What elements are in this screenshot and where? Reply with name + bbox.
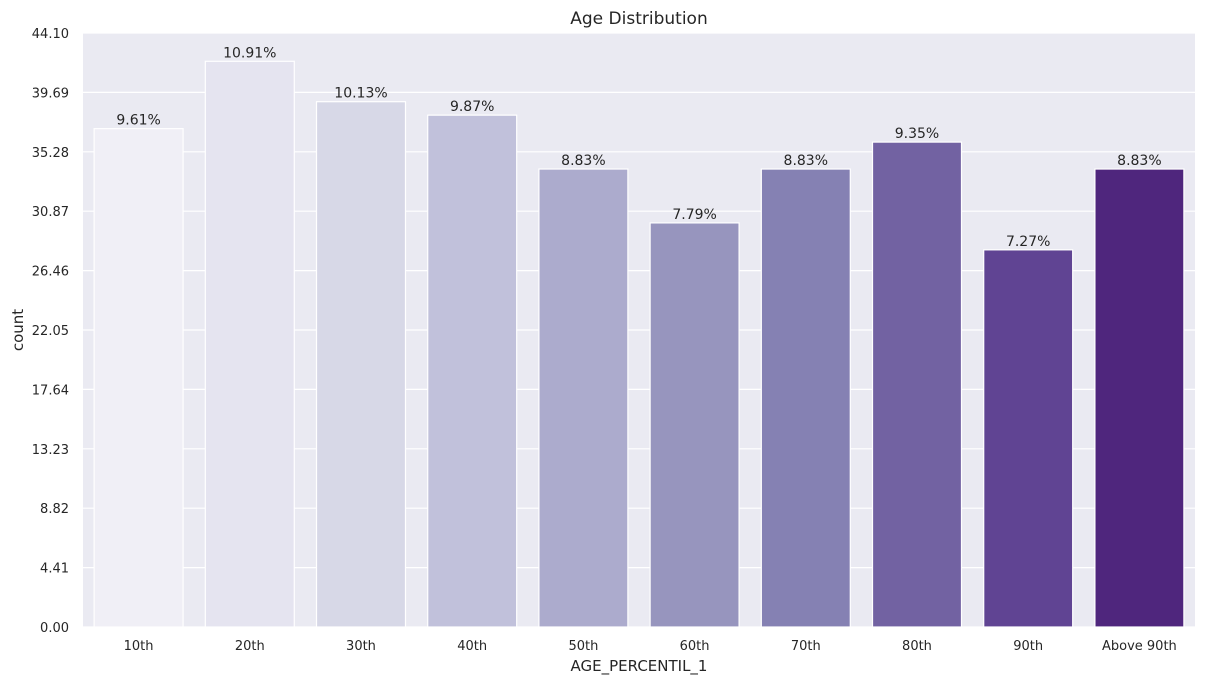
bar-data-label: 8.83%: [561, 153, 605, 169]
y-tick-label: 0.00: [40, 621, 69, 636]
x-tick-label: 70th: [791, 639, 821, 654]
y-tick-label: 44.10: [32, 27, 69, 42]
bar-80th: [871, 141, 963, 628]
bar-data-label: 7.79%: [672, 207, 716, 223]
x-tick-label: 80th: [902, 639, 932, 654]
bar-90th: [983, 249, 1074, 628]
y-tick-label: 22.05: [32, 324, 69, 339]
bar-20th: [204, 60, 295, 628]
data-labels: 9.61% 10.91% 10.13% 9.87% 8.83% 7.79% 8.83% 9.3…: [116, 45, 1161, 250]
y-tick-label: 17.64: [32, 383, 69, 398]
x-tick-label: 50th: [568, 639, 598, 654]
y-tick-label: 35.28: [32, 146, 69, 161]
bar-data-label: 9.61%: [116, 113, 160, 129]
y-tick-label: 13.23: [32, 443, 69, 458]
x-tick-label: 90th: [1013, 639, 1043, 654]
x-tick-label: 20th: [235, 639, 265, 654]
x-tick-label: Above 90th: [1102, 639, 1177, 654]
x-tick-label: 30th: [346, 639, 376, 654]
bar-data-label: 8.83%: [1117, 153, 1161, 169]
bar-data-label: 9.87%: [450, 99, 494, 115]
bar-10th: [93, 128, 184, 628]
y-tick-label: 30.87: [32, 205, 69, 220]
bar-30th: [315, 101, 407, 628]
x-tick-label: 40th: [457, 639, 487, 654]
y-tick-labels: 0.00 4.41 8.82 13.23 17.64 22.05 26.46 30.87 35.…: [32, 27, 69, 636]
bars: [93, 60, 1185, 628]
bar-data-label: 10.13%: [334, 86, 387, 102]
y-tick-label: 4.41: [40, 562, 69, 577]
x-tick-labels: 10th 20th 30th 40th 50th 60th 70th 80th 90th Abov…: [124, 639, 1177, 654]
y-axis-label: count: [9, 309, 27, 351]
x-tick-label: 10th: [124, 639, 154, 654]
bar-data-label: 9.35%: [895, 126, 939, 142]
bar-70th: [760, 168, 851, 628]
x-tick-label: 60th: [680, 639, 710, 654]
y-tick-label: 39.69: [32, 86, 69, 101]
x-axis-label: AGE_PERCENTIL_1: [571, 657, 708, 676]
y-tick-label: 26.46: [32, 265, 69, 280]
bar-data-label: 7.27%: [1006, 234, 1050, 250]
bar-above-90th: [1094, 168, 1185, 628]
y-tick-label: 8.82: [40, 502, 69, 517]
bar-data-label: 8.83%: [784, 153, 828, 169]
bar-60th: [649, 222, 740, 628]
bar-50th: [538, 168, 629, 628]
chart-title: Age Distribution: [570, 9, 707, 29]
bar-data-label: 10.91%: [223, 45, 276, 61]
bar-40th: [427, 114, 518, 628]
